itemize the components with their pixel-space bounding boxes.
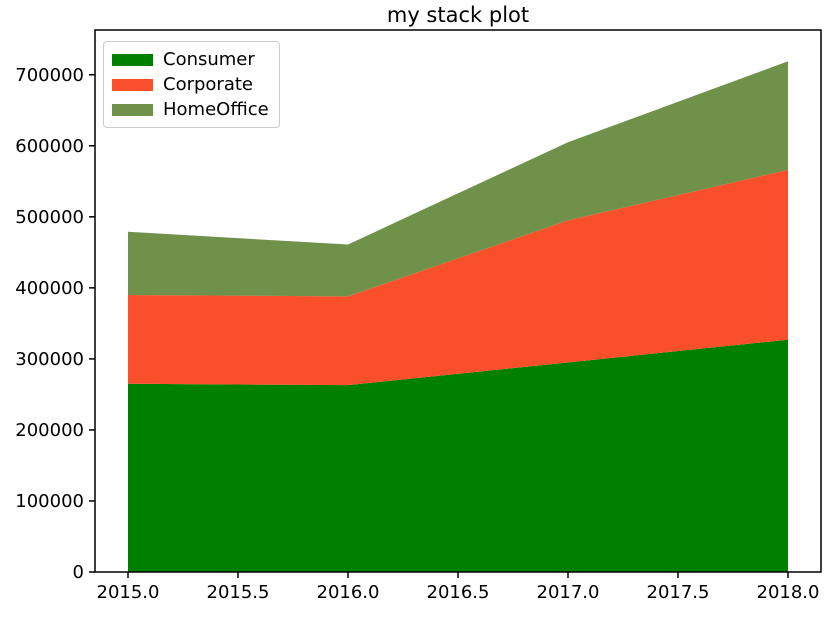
consumer-swatch-icon [112,53,153,66]
y-tick-label: 400000 [15,278,84,299]
legend-item-homeoffice: HomeOffice [112,97,269,122]
legend-label-homeoffice: HomeOffice [163,99,269,120]
y-tick-label: 500000 [15,207,84,228]
y-tick-label: 200000 [15,420,84,441]
chart-title: my stack plot [386,3,530,27]
x-tick-label: 2018.0 [757,582,820,603]
homeoffice-swatch-icon [112,103,153,116]
area-consumer [128,339,788,572]
x-tick-label: 2015.5 [207,582,270,603]
corporate-swatch-icon [112,78,153,91]
legend-item-consumer: Consumer [112,47,269,72]
y-tick-label: 600000 [15,136,84,157]
x-tick-label: 2015.0 [97,582,160,603]
y-tick-label: 700000 [15,65,84,86]
x-tick-label: 2016.5 [427,582,490,603]
y-tick-label: 0 [73,562,84,583]
area-corporate [128,169,788,386]
legend: Consumer Corporate HomeOffice [103,41,280,128]
area-homeoffice [128,61,788,297]
x-tick-label: 2017.0 [537,582,600,603]
y-tick-label: 300000 [15,349,84,370]
x-tick-label: 2017.5 [647,582,710,603]
legend-label-consumer: Consumer [163,49,255,70]
x-tick-label: 2016.0 [317,582,380,603]
legend-label-corporate: Corporate [163,74,253,95]
y-tick-label: 100000 [15,491,84,512]
legend-item-corporate: Corporate [112,72,269,97]
